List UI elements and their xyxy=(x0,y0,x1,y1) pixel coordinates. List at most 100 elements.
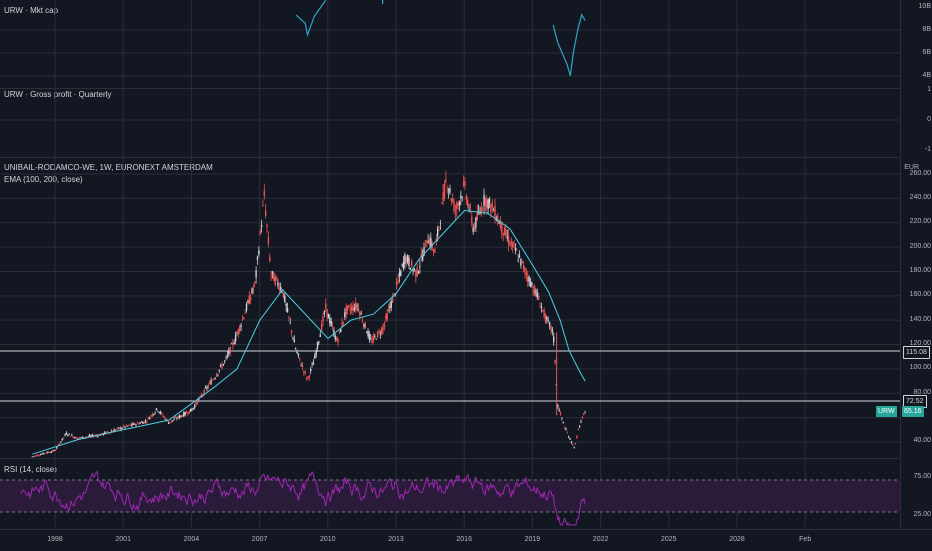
price-candle xyxy=(263,190,265,196)
price-candle xyxy=(499,222,502,228)
price-candle xyxy=(342,321,345,323)
price-candle xyxy=(31,456,33,458)
price-candle xyxy=(68,433,70,435)
price-candle xyxy=(237,329,240,334)
price-candle xyxy=(565,428,567,430)
price-tick: 160.00 xyxy=(909,291,931,298)
price-candle xyxy=(346,305,349,311)
price-candle xyxy=(199,395,201,397)
price-candle xyxy=(176,418,178,420)
price-candle xyxy=(286,307,289,313)
price-candle xyxy=(207,385,210,388)
price-candle xyxy=(244,312,246,314)
price-candle xyxy=(460,195,462,199)
price-candle xyxy=(177,416,180,418)
price-candle xyxy=(483,194,485,207)
price-candle xyxy=(439,223,442,224)
gross-profit-pane-title: URW · Gross profit · Quarterly xyxy=(4,90,112,99)
price-candle xyxy=(357,307,360,312)
price-candle xyxy=(118,427,121,429)
price-candle xyxy=(502,233,504,236)
price-candle xyxy=(192,407,195,409)
rsi-scale[interactable]: 75.00 25.00 xyxy=(900,459,932,529)
price-candle xyxy=(428,239,431,245)
price-candle xyxy=(241,318,244,320)
price-candle xyxy=(506,236,508,238)
mktcap-pane[interactable]: URW · Mkt cap xyxy=(0,0,900,89)
price-tick: 240.00 xyxy=(909,194,931,201)
price-candle xyxy=(471,216,473,223)
price-candle xyxy=(282,292,285,298)
price-candle xyxy=(518,255,521,258)
symbol-badge[interactable]: URW xyxy=(876,406,897,417)
price-candle xyxy=(334,336,336,340)
price-candle xyxy=(138,423,140,425)
price-candle xyxy=(110,431,113,432)
price-candle xyxy=(464,181,466,187)
price-candle xyxy=(393,292,395,294)
price-candle xyxy=(314,355,316,359)
price-candle xyxy=(219,365,222,366)
level-tag-115[interactable]: 115.08 xyxy=(903,346,930,359)
price-candle xyxy=(525,273,528,276)
time-axis[interactable] xyxy=(0,529,932,551)
price-candle xyxy=(413,268,416,270)
price-candle xyxy=(105,431,107,434)
mktcap-tick: 10B xyxy=(918,3,931,10)
price-candle xyxy=(551,328,554,332)
price-candle xyxy=(573,447,575,448)
price-candle xyxy=(157,411,159,412)
price-candle xyxy=(243,317,245,319)
price-candle xyxy=(247,300,249,303)
chart-canvas[interactable] xyxy=(0,0,900,530)
price-candle xyxy=(255,270,257,278)
price-candle xyxy=(365,332,368,334)
gross-profit-scale[interactable]: 1 0 -1 xyxy=(900,86,932,157)
price-candle xyxy=(221,365,223,369)
ema-indicator-label[interactable]: EMA (100, 200, close) xyxy=(4,175,83,184)
price-candle xyxy=(64,434,66,436)
price-candle xyxy=(389,306,391,309)
price-candle xyxy=(566,432,569,434)
price-candle xyxy=(517,259,519,261)
mktcap-scale[interactable]: 10B 8B 6B 4B xyxy=(900,0,932,88)
price-candle xyxy=(260,224,263,228)
price-candle xyxy=(101,432,103,435)
price-candle xyxy=(529,281,532,287)
price-candle xyxy=(154,412,156,414)
price-candle xyxy=(352,305,354,312)
price-candle xyxy=(312,362,315,365)
price-pane[interactable]: UNIBAIL-RODAMCO-WE, 1W, EURONEXT AMSTERD… xyxy=(0,158,900,459)
price-candle xyxy=(53,450,55,451)
price-candle xyxy=(340,328,342,333)
price-candle xyxy=(532,290,534,292)
time-axis-label: 2013 xyxy=(388,536,404,543)
price-candle xyxy=(90,435,92,437)
price-tick: 260.00 xyxy=(909,170,931,177)
price-candle xyxy=(67,435,69,436)
rsi-indicator-label[interactable]: RSI (14, close) xyxy=(4,465,57,474)
price-candle xyxy=(259,230,261,235)
price-candle xyxy=(91,434,94,436)
price-candle xyxy=(256,256,259,260)
price-candle xyxy=(359,311,361,317)
price-candle xyxy=(432,249,435,252)
price-candle xyxy=(521,261,523,262)
gross-profit-pane[interactable]: URW · Gross profit · Quarterly xyxy=(0,88,900,158)
price-candle xyxy=(345,306,347,314)
price-candle xyxy=(218,369,220,371)
price-candle xyxy=(363,323,365,327)
last-price-tag[interactable]: 65.16 xyxy=(902,406,924,417)
price-candle xyxy=(71,434,73,436)
price-candle xyxy=(488,198,491,203)
price-candle xyxy=(264,210,267,216)
price-candle xyxy=(487,199,489,210)
price-candle xyxy=(258,250,260,255)
rsi-line xyxy=(20,470,586,527)
price-candle xyxy=(522,264,525,270)
price-candle xyxy=(535,290,537,294)
price-candle xyxy=(305,377,308,380)
price-candle xyxy=(442,192,444,202)
price-candle xyxy=(136,422,139,424)
price-candle xyxy=(378,330,380,332)
